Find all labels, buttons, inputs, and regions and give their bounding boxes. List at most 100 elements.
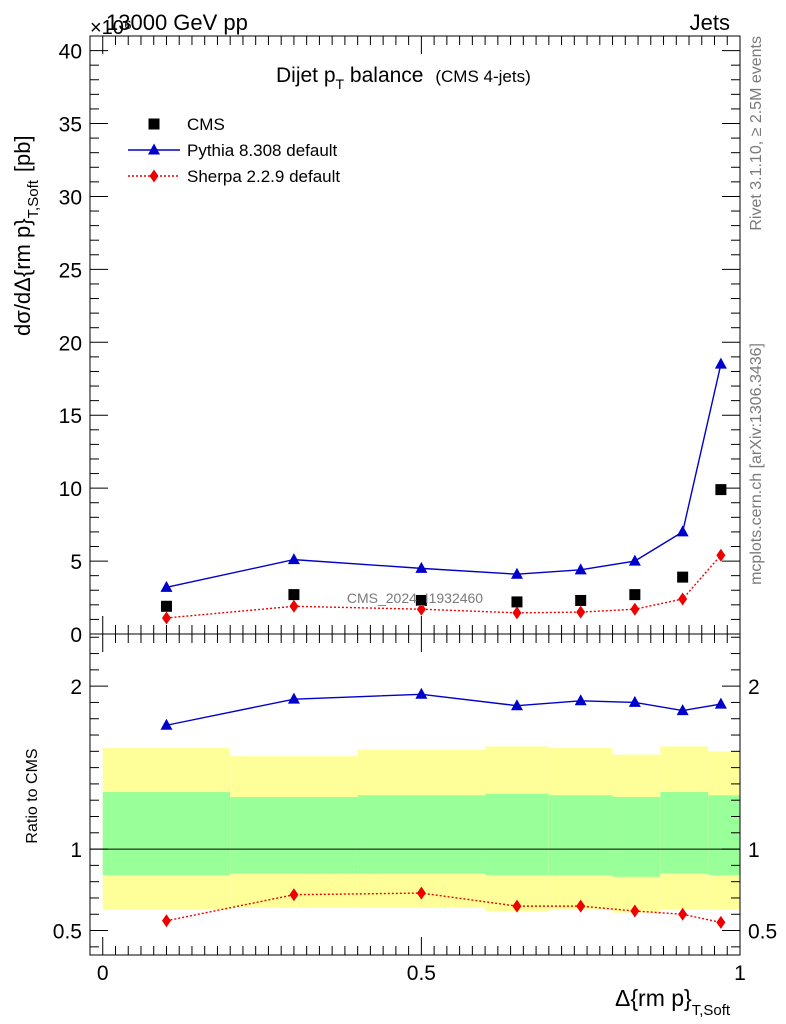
main-title-subscript: T: [336, 76, 345, 92]
pythia-top-point: [574, 563, 587, 575]
axis-ticks: [90, 35, 741, 955]
sherpa-ratio-point: [512, 899, 522, 913]
ratio-y-tick-label-left: 1: [70, 839, 82, 862]
pythia-ratio-point: [628, 695, 641, 707]
x-axis-label: Δ{rm p}T,Soft: [615, 985, 731, 1019]
pythia-top-point: [510, 567, 523, 579]
x-tick-label: 0.5: [407, 962, 436, 985]
ratio-band-inner: [660, 792, 709, 874]
pythia-top-point: [714, 357, 727, 369]
sherpa-top-point: [576, 605, 586, 619]
ratio-band-inner: [612, 796, 661, 877]
ratio-panel-series: [160, 687, 727, 929]
ratio-band-inner: [230, 796, 358, 874]
mcplots-label: mcplots.cern.ch [arXiv:1306.3436]: [748, 343, 765, 585]
top-y-tick-label: 15: [59, 405, 82, 428]
pythia-ratio-line: [166, 693, 721, 726]
ratio-y-tick-label-left: 0.5: [53, 921, 82, 944]
sherpa-ratio-point: [716, 915, 726, 929]
ratio-band-inner: [485, 793, 549, 876]
cms-top-point: [715, 484, 727, 496]
header-collider-energy: 13000 GeV pp: [106, 10, 248, 35]
sherpa-top-point: [161, 611, 171, 625]
sherpa-ratio-point: [161, 914, 171, 928]
ratio-y-tick-label-left: 2: [70, 676, 82, 699]
top-y-tick-label: 0: [70, 624, 82, 647]
legend-label: Pythia 8.308 default: [187, 141, 338, 160]
pythia-top-point: [415, 561, 428, 573]
sherpa-top-point: [512, 606, 522, 620]
sherpa-top-point: [678, 592, 688, 606]
top-y-tick-label: 25: [59, 259, 82, 282]
top-y-axis-label-main: dσ/dΔ{rm p}: [10, 218, 35, 336]
pythia-top-point: [287, 553, 300, 565]
ratio-band-inner: [548, 795, 613, 876]
sherpa-ratio-point: [576, 899, 586, 913]
pythia-top-point: [628, 554, 641, 566]
legend-marker-pythia: [148, 143, 160, 155]
top-y-tick-label: 10: [59, 478, 82, 501]
ratio-band-inner: [708, 795, 740, 876]
ratio-y-tick-label-right: 1: [748, 839, 760, 862]
pythia-top-point: [676, 525, 689, 537]
legend-marker-cms: [148, 118, 160, 130]
legend-marker-sherpa: [149, 169, 159, 183]
header-process: Jets: [690, 10, 730, 35]
pythia-ratio-point: [676, 704, 689, 716]
legend-label: Sherpa 2.2.9 default: [187, 167, 340, 186]
sherpa-top-point: [289, 599, 299, 613]
x-axis-label-main: Δ{rm p}: [615, 985, 692, 1011]
sherpa-ratio-point: [416, 886, 426, 900]
pythia-ratio-point: [714, 697, 727, 709]
sherpa-ratio-point: [678, 907, 688, 921]
ratio-y-tick-label-right: 0.5: [748, 921, 777, 944]
x-axis-label-subscript: T,Soft: [692, 1002, 731, 1019]
pythia-ratio-point: [574, 694, 587, 706]
main-title-note: (CMS 4-jets): [435, 67, 530, 86]
pythia-ratio-point: [415, 687, 428, 699]
pythia-top-point: [160, 580, 173, 592]
top-y-tick-label: 40: [59, 41, 82, 64]
top-y-tick-label: 35: [59, 114, 82, 137]
cms-top-point: [677, 571, 689, 583]
header-scale-exponent: ×10⁶: [90, 17, 132, 39]
pythia-ratio-point: [287, 692, 300, 704]
cms-top-point: [288, 589, 300, 601]
sherpa-top-line: [166, 554, 722, 619]
ratio-y-tick-label-right: 2: [748, 676, 760, 699]
sherpa-ratio-point: [630, 904, 640, 918]
legend-label: CMS: [187, 115, 225, 134]
cms-top-point: [575, 594, 587, 606]
top-y-tick-label: 20: [59, 332, 82, 355]
top-y-axis-label: dσ/dΔ{rm p}T,Soft [pb]: [10, 135, 42, 336]
sherpa-top-point: [416, 602, 426, 616]
ratio-panel-frame: [89, 633, 741, 956]
cms-top-point: [629, 589, 641, 601]
x-tick-label: 0: [97, 962, 109, 985]
rivet-version-label: Rivet 3.1.10, ≥ 2.5M events: [748, 36, 765, 231]
top-y-axis-label-subscript: T,Soft: [25, 179, 42, 218]
main-title: Dijet pT balance (CMS 4-jets): [276, 64, 531, 92]
sherpa-top-point: [716, 548, 726, 562]
ratio-uncertainty-bands: [102, 746, 740, 913]
legend: CMS Pythia 8.308 default Sherpa 2.2.9 defa…: [128, 115, 340, 186]
main-title-rest: balance: [344, 64, 423, 87]
top-y-tick-label: 30: [59, 186, 82, 209]
sherpa-top-point: [630, 602, 640, 616]
cms-top-point: [511, 596, 523, 608]
top-y-tick-label: 5: [70, 551, 82, 574]
pythia-ratio-point: [160, 718, 173, 730]
ratio-y-axis-label: Ratio to CMS: [24, 748, 41, 843]
pythia-top-line: [166, 364, 722, 589]
top-y-axis-label-unit: [pb]: [10, 135, 35, 172]
sherpa-ratio-line: [166, 892, 722, 924]
main-title-text: Dijet p: [276, 64, 336, 87]
cms-top-point: [415, 594, 427, 606]
ratio-band-inner: [102, 792, 231, 876]
ratio-band-inner: [357, 795, 486, 874]
sherpa-ratio-point: [289, 888, 299, 902]
analysis-watermark: CMS_2024_I1932460: [347, 590, 483, 606]
x-tick-label: 1: [734, 962, 746, 985]
